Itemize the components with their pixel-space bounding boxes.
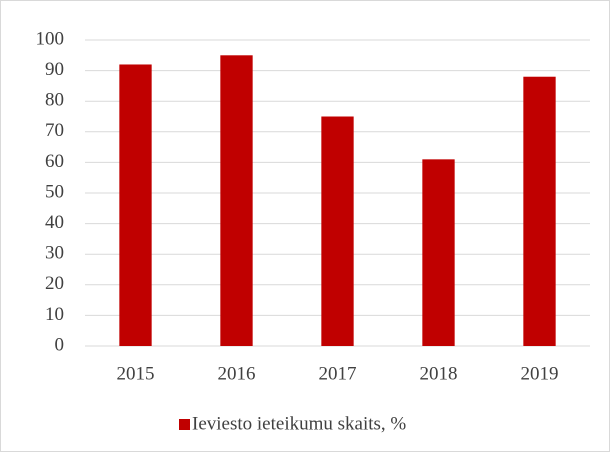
bar	[422, 159, 455, 346]
bar	[220, 55, 253, 347]
x-tick-label: 2017	[319, 363, 357, 384]
legend-swatch	[179, 419, 190, 430]
bar	[119, 64, 152, 346]
x-tick-label: 2019	[521, 363, 559, 384]
y-tick-label: 20	[45, 273, 64, 294]
bar	[523, 76, 556, 346]
bar	[321, 116, 354, 346]
y-tick-label: 60	[45, 151, 64, 172]
legend-item: Ieviesto ieteikumu skaits, %	[179, 413, 406, 434]
x-tick-label: 2018	[420, 363, 458, 384]
y-tick-label: 30	[45, 243, 64, 264]
x-tick-label: 2016	[218, 363, 256, 384]
legend-label: Ieviesto ieteikumu skaits, %	[192, 413, 406, 434]
y-tick-label: 70	[45, 120, 64, 141]
x-tick-label: 2015	[117, 363, 155, 384]
y-tick-label: 50	[45, 181, 64, 202]
y-tick-label: 10	[45, 304, 64, 325]
y-tick-label: 90	[45, 59, 64, 80]
y-tick-label: 0	[55, 334, 65, 355]
y-tick-label: 100	[36, 28, 65, 49]
y-tick-label: 40	[45, 212, 64, 233]
y-tick-label: 80	[45, 90, 64, 111]
